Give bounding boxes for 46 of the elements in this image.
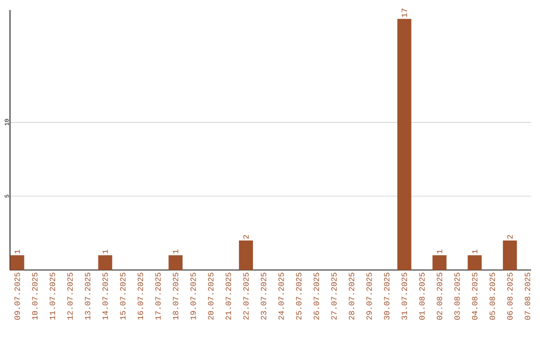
data-label: 1 bbox=[436, 250, 442, 254]
x-tick-label: 02.08.2025 bbox=[436, 272, 442, 320]
x-tick-label: 31.07.2025 bbox=[402, 272, 408, 320]
x-tick-label: 17.07.2025 bbox=[155, 272, 161, 320]
bar bbox=[502, 240, 517, 270]
x-tick-label: 21.07.2025 bbox=[226, 272, 232, 320]
x-tick-label: 03.08.2025 bbox=[454, 272, 460, 320]
x-tick-label: 28.07.2025 bbox=[348, 272, 354, 320]
bar bbox=[98, 255, 112, 270]
x-tick-label: 16.07.2025 bbox=[138, 272, 144, 320]
x-tick-label: 10.07.2025 bbox=[32, 272, 38, 320]
x-tick-label: 27.07.2025 bbox=[331, 272, 337, 320]
x-tick-label: 07.08.2025 bbox=[524, 272, 530, 320]
x-tick-label: 20.07.2025 bbox=[208, 272, 214, 320]
x-tick-label: 24.07.2025 bbox=[278, 272, 284, 320]
data-label: 2 bbox=[243, 235, 249, 239]
x-tick-label: 06.08.2025 bbox=[507, 272, 513, 320]
x-tick-label: 14.07.2025 bbox=[102, 272, 108, 320]
data-label: 17 bbox=[402, 8, 407, 18]
data-label: 1 bbox=[102, 250, 108, 254]
x-tick-label: 26.07.2025 bbox=[314, 272, 320, 320]
x-tick-label: 25.07.2025 bbox=[296, 272, 302, 320]
bar bbox=[168, 255, 183, 270]
bar bbox=[238, 240, 253, 270]
x-tick-label: 13.07.2025 bbox=[84, 272, 90, 320]
bar bbox=[397, 18, 412, 270]
data-label: 1 bbox=[172, 250, 178, 254]
x-tick-label: 19.07.2025 bbox=[190, 272, 196, 320]
x-tick-label: 29.07.2025 bbox=[366, 272, 372, 320]
x-tick-label: 12.07.2025 bbox=[67, 272, 73, 320]
x-tick-label: 18.07.2025 bbox=[172, 272, 178, 320]
x-tick-label: 11.07.2025 bbox=[50, 272, 56, 320]
x-tick-label: 04.08.2025 bbox=[472, 272, 478, 320]
data-label: 1 bbox=[472, 250, 478, 254]
data-label: 2 bbox=[507, 235, 513, 239]
x-tick-label: 05.08.2025 bbox=[490, 272, 496, 320]
bar bbox=[10, 255, 24, 270]
bar bbox=[432, 255, 447, 270]
x-tick-label: 01.08.2025 bbox=[419, 272, 425, 320]
x-tick-label: 22.07.2025 bbox=[243, 272, 249, 320]
bar bbox=[468, 255, 482, 270]
x-tick-label: 15.07.2025 bbox=[120, 272, 126, 320]
x-tick-label: 30.07.2025 bbox=[384, 272, 390, 320]
x-tick-label: 23.07.2025 bbox=[260, 272, 266, 320]
data-label: 1 bbox=[14, 250, 20, 254]
x-tick-label: 09.07.2025 bbox=[14, 272, 20, 320]
